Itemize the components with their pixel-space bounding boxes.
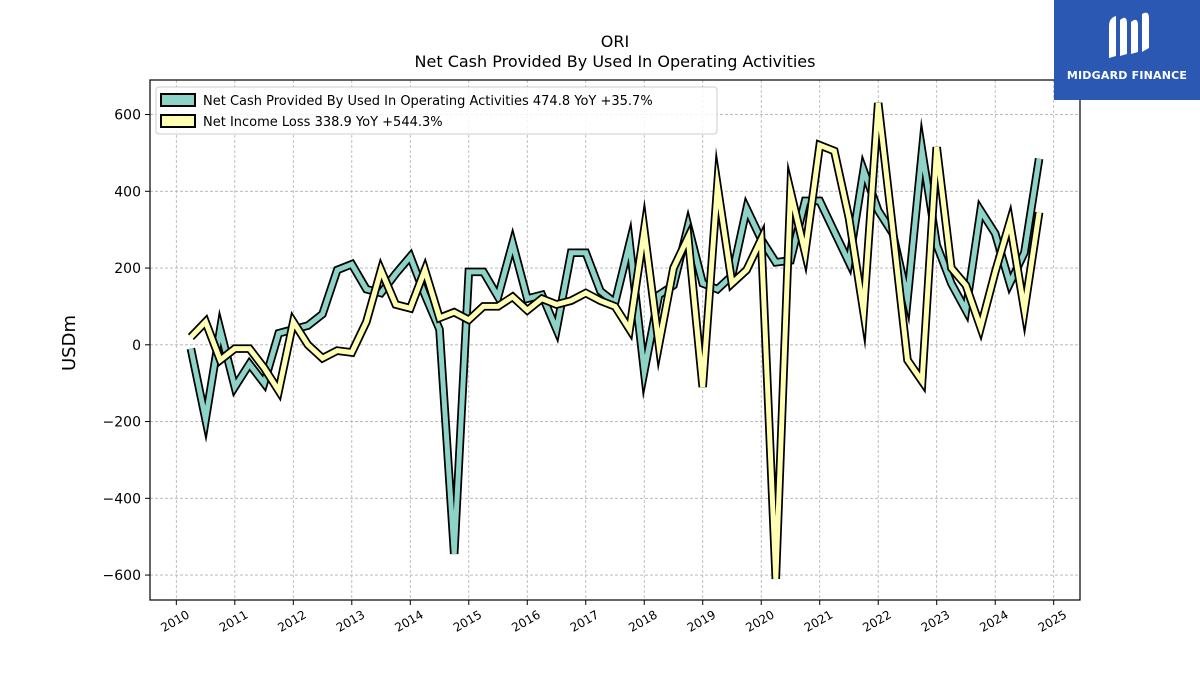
x-tick-label: 2023: [919, 607, 952, 634]
midgard-logo-icon: [1109, 12, 1149, 58]
legend-box: [155, 86, 718, 135]
legend: Net Cash Provided By Used In Operating A…: [155, 86, 718, 135]
x-tick-label: 2021: [802, 607, 835, 634]
logo-text: MIDGARD FINANCE: [1066, 69, 1188, 82]
legend-swatch-1: [160, 114, 196, 128]
y-axis-label: USDm: [59, 315, 80, 371]
x-tick-label: 2019: [685, 607, 718, 634]
legend-label-0: Net Cash Provided By Used In Operating A…: [203, 94, 653, 109]
x-tick-label: 2020: [743, 607, 776, 634]
y-tick-label: −400: [103, 491, 141, 507]
x-tick-label: 2017: [568, 607, 601, 634]
y-tick-label: 200: [114, 261, 141, 277]
y-tick-label: −600: [103, 568, 141, 584]
legend-swatch-0: [160, 93, 196, 107]
x-tick-label: 2012: [275, 607, 308, 634]
chart-subtitle: Net Cash Provided By Used In Operating A…: [415, 52, 816, 71]
series-outline-1: [187, 102, 1044, 580]
plot-frame: [149, 79, 1081, 601]
x-tick-label: 2016: [509, 607, 542, 634]
x-tick-label: 2014: [392, 607, 425, 634]
y-tick-label: −200: [103, 415, 141, 431]
chart-title: ORI: [601, 32, 629, 51]
series-line-1: [189, 102, 1042, 580]
x-tick-label: 2015: [451, 607, 484, 634]
x-tick-label: 2022: [860, 607, 893, 634]
midgard-finance-logo: MIDGARD FINANCE: [1054, 0, 1200, 100]
x-tick-label: 2024: [977, 607, 1010, 634]
plot-lines: [186, 102, 1044, 580]
x-tick-label: 2025: [1036, 607, 1069, 634]
legend-label-1: Net Income Loss 338.9 YoY +544.3%: [203, 115, 443, 130]
y-tick-label: 400: [114, 184, 141, 200]
x-tick-label: 2013: [334, 607, 367, 634]
y-tick-label: 0: [132, 338, 141, 354]
x-tick-label: 2010: [158, 607, 191, 634]
x-tick-label: 2011: [217, 607, 250, 634]
x-tick-label: 2018: [626, 607, 659, 634]
y-tick-label: 600: [114, 108, 141, 124]
